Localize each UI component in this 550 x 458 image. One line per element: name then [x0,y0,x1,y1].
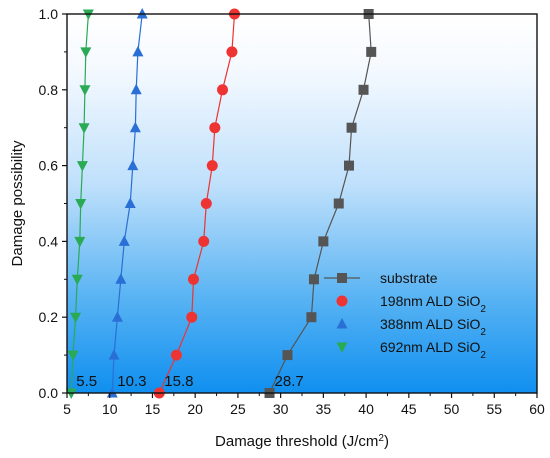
threshold-annotation: 10.3 [117,373,146,390]
data-point [187,273,199,285]
data-point [130,83,142,95]
legend-item-3: 388nm ALD SiO2 [336,316,486,338]
data-point [344,160,354,171]
x-axis-title-main: Damage threshold (J/cm [215,433,378,450]
data-point [111,311,123,322]
x-tick-label: 55 [486,401,502,417]
data-point [333,198,344,209]
legend-marker [336,342,348,353]
legend-marker [336,295,348,307]
threshold-annotation: 28.7 [275,373,304,390]
data-point [129,121,141,133]
legend-label: 198nm ALD SiO2 [380,293,486,315]
data-point [308,274,319,285]
data-point [75,199,87,210]
legend-marker [336,318,348,329]
data-point [80,47,92,58]
data-point [217,84,229,96]
series-layer [65,8,377,399]
data-point [198,235,210,247]
data-point [78,123,90,134]
x-tick-label: 30 [273,401,289,417]
y-tick-label: 0.8 [39,82,59,98]
data-point [282,350,293,361]
x-tick-label: 45 [401,401,417,417]
tick-layer: 5 10 15 20 25 30 35 40 45 50 55 60 0.0 0.2 0.4 0.6 0.8 1.… [39,6,545,417]
series-4 [65,9,94,399]
legend-item-2: 198nm ALD SiO2 [336,293,486,315]
data-point [76,161,88,172]
data-point [67,350,79,362]
data-point [209,122,221,134]
x-tick-label: 40 [358,401,374,417]
data-point [71,274,83,286]
x-tick-label: 20 [187,401,203,417]
x-tick-label: 35 [316,401,332,417]
data-point [136,8,148,19]
series-3 [106,8,148,398]
y-tick-label: 0.6 [39,158,59,174]
y-tick-label: 0.4 [39,233,59,249]
x-axis-title-sup: 2 [378,433,384,444]
x-tick-label: 60 [529,401,545,417]
data-point [115,273,127,284]
data-point [79,85,91,96]
annotation-layer: 5.5 10.3 15.8 28.7 [76,373,303,390]
legend-label: 388nm ALD SiO2 [380,316,486,338]
data-point [65,388,77,399]
y-tick-label: 0.2 [39,309,59,325]
data-point [226,46,238,58]
threshold-annotation: 5.5 [76,373,97,390]
legend-label: 692nm ALD SiO2 [380,339,486,361]
data-point [358,84,369,95]
data-point [200,198,212,209]
legend-label: substrate [380,270,438,286]
x-tick-label: 15 [145,401,161,417]
data-point [108,349,120,360]
x-axis-title: Damage threshold (J/cm2) [215,433,389,451]
y-axis-title: Damage possibility [9,140,26,266]
data-point [118,235,130,246]
y-tick-label: 0.0 [39,385,59,401]
x-tick-label: 50 [444,401,460,417]
series-2 [153,8,240,399]
data-point [366,46,377,57]
x-tick-label: 25 [230,401,246,417]
data-point [82,9,94,20]
x-tick-label: 5 [63,401,71,417]
y-tick-label: 1.0 [39,6,59,22]
data-point [70,312,82,324]
data-point [318,236,329,247]
legend-item-4: 692nm ALD SiO2 [336,339,486,361]
data-point [124,197,136,208]
data-point [170,349,182,361]
data-point [186,311,198,323]
plot-background [67,14,537,393]
x-tick-label: 10 [102,401,118,417]
x-axis-title-suffix: ) [384,433,389,450]
data-point [132,45,144,57]
data-point [306,312,317,323]
legend-marker [337,273,347,283]
legend-item-1: substrate [324,270,438,286]
threshold-annotation: 15.8 [164,373,193,390]
data-point [206,160,218,172]
data-point [127,159,139,171]
data-point [74,236,86,248]
data-point [346,122,357,133]
